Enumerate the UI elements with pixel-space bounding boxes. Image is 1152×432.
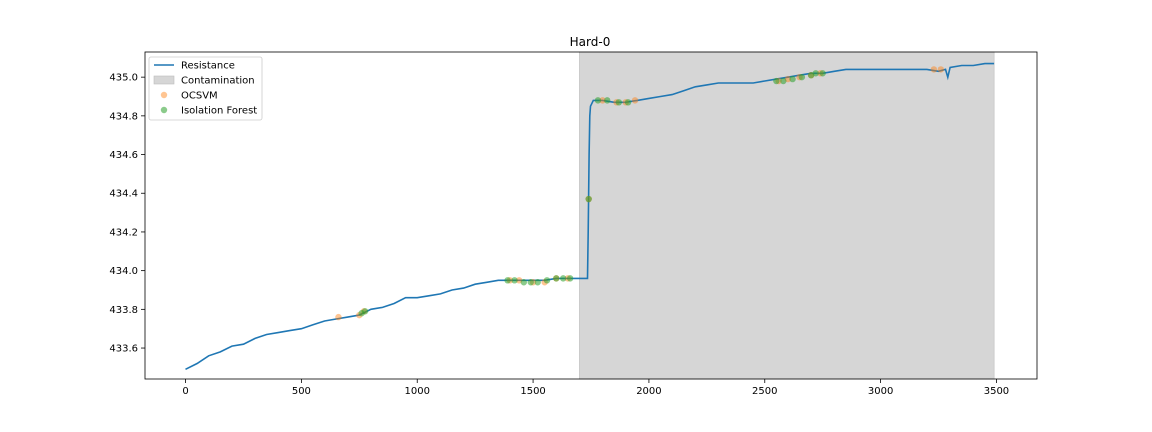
isolation-forest-point — [361, 308, 369, 315]
axes-frame — [144, 51, 1038, 380]
isolation-forest-point — [511, 277, 518, 284]
legend-box — [148, 56, 263, 121]
x-tick-label: 2500 — [752, 386, 777, 397]
isolation-forest-point — [604, 97, 611, 104]
isolation-forest-point — [615, 99, 623, 106]
isolation-forest-point — [566, 275, 574, 282]
axes: 0 500 1000 1500 2000 2500 3000 3500 433.6 433.8 43… — [109, 51, 1038, 397]
legend-swatch-ocsvm — [160, 91, 168, 99]
y-tick-label: 434.2 — [109, 227, 138, 238]
isolation-forest-point — [543, 277, 551, 284]
y-tick-label: 434.0 — [109, 266, 138, 277]
isolation-forest-point — [594, 97, 602, 104]
ocsvm-point — [930, 66, 938, 73]
legend: Resistance Contamination OCSVM Isolation Fo… — [148, 56, 263, 121]
y-tick-label: 433.6 — [109, 344, 138, 355]
isolation-forest-point — [819, 70, 826, 77]
isolation-forest-point — [553, 275, 560, 282]
plot-area — [185, 51, 995, 380]
legend-label-resistance: Resistance — [181, 61, 235, 72]
isolation-forest-point — [624, 99, 632, 106]
y-tick-label: 434.6 — [109, 150, 138, 161]
y-tick-label: 434.8 — [109, 111, 138, 122]
isolation-forest-point — [798, 73, 806, 81]
isolation-forest-point — [773, 77, 780, 85]
legend-label-ocsvm: OCSVM — [181, 91, 218, 102]
ocsvm-point — [937, 66, 945, 73]
x-tick-label: 3000 — [868, 386, 893, 397]
x-tick-label: 1500 — [520, 386, 545, 397]
isolation-forest-point — [527, 279, 534, 286]
x-tick-label: 1000 — [405, 386, 430, 397]
isolation-forest-point — [585, 195, 592, 203]
legend-label-isolation-forest: Isolation Forest — [181, 106, 257, 117]
isolation-forest-point — [534, 279, 541, 286]
isolation-forest-point — [789, 75, 796, 83]
x-tick-label: 500 — [292, 386, 311, 397]
resistance-line — [185, 62, 995, 371]
chart-title: Hard-0 — [570, 35, 611, 49]
isolation-forest-point — [559, 275, 567, 282]
x-tick-label: 2000 — [636, 386, 661, 397]
ocsvm-point — [599, 97, 606, 104]
x-tick-label: 0 — [182, 386, 188, 397]
ocsvm-point — [631, 97, 639, 104]
y-tick-label: 433.8 — [109, 305, 138, 316]
isolation-forest-point — [812, 70, 819, 77]
ocsvm-point — [335, 313, 342, 321]
legend-swatch-isolation-forest — [160, 106, 168, 114]
legend-swatch-contamination — [153, 75, 175, 85]
isolation-forest-point — [504, 277, 511, 284]
contamination-span — [579, 51, 995, 380]
isolation-forest-point — [780, 77, 787, 85]
legend-label-contamination: Contamination — [181, 76, 255, 87]
y-tick-label: 435.0 — [109, 73, 138, 84]
x-tick-label: 3500 — [984, 386, 1009, 397]
y-tick-label: 434.4 — [109, 189, 138, 200]
isolation-forest-point — [520, 279, 528, 286]
